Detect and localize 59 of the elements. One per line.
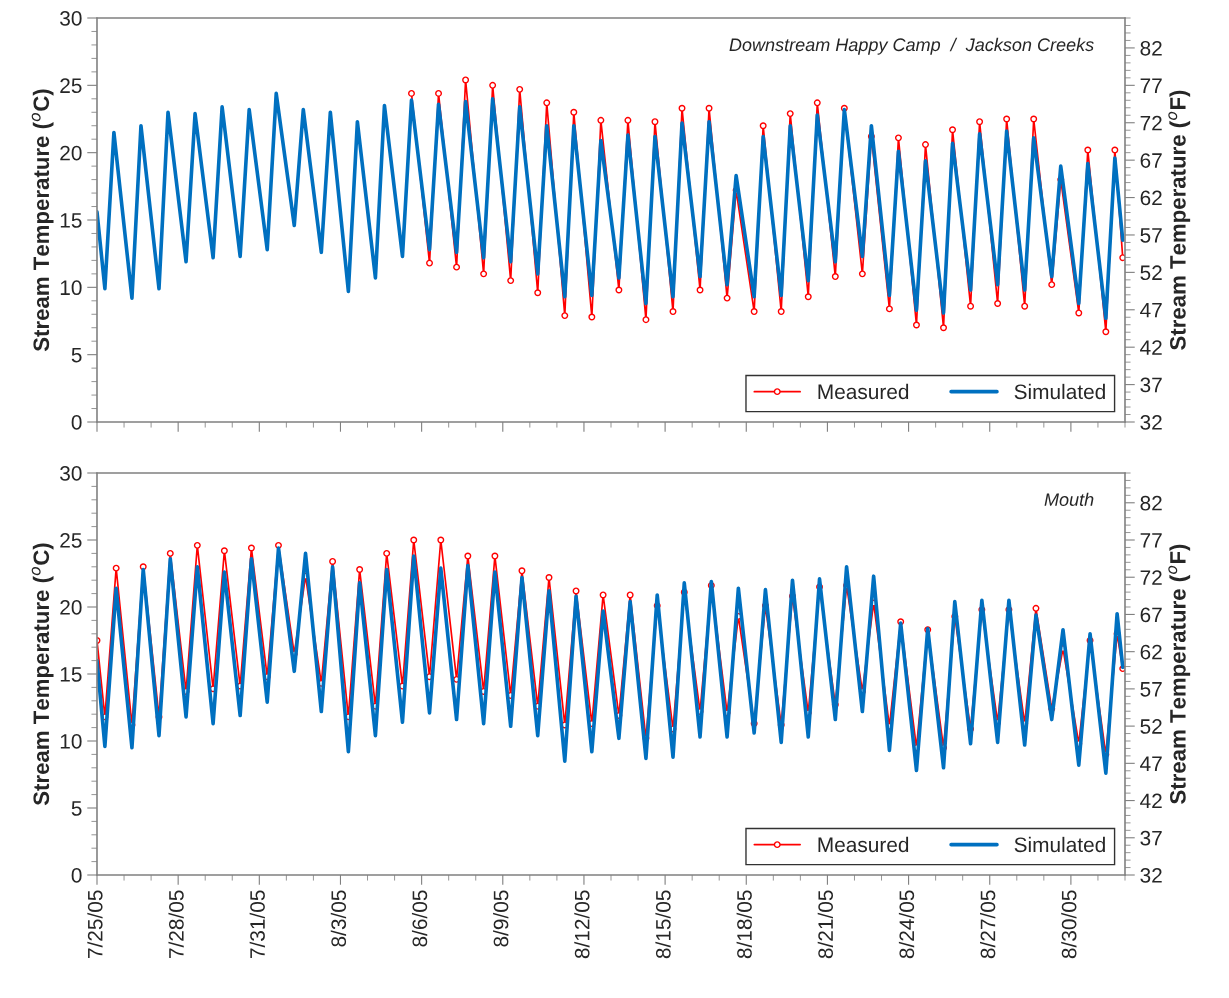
x-tick-label: 8/15/05	[655, 890, 671, 959]
y2-tick-label: 32	[1140, 868, 1162, 883]
x-tick-label: 8/18/05	[736, 890, 752, 959]
x-tick-label: 8/6/05	[411, 890, 428, 947]
y2-tick-label: 47	[1140, 756, 1162, 771]
legend-label: Simulated	[1014, 383, 1105, 400]
y2-tick-label: 77	[1140, 533, 1162, 548]
y2-tick-label: 37	[1140, 377, 1162, 393]
y2-tick-label: 52	[1140, 719, 1162, 734]
y2-tick-label: 62	[1140, 190, 1162, 206]
y-tick-label: 25	[60, 533, 82, 548]
y-tick-label: 15	[60, 213, 82, 228]
y-axis-title: Stream Temperature ($^{o}$C)	[31, 543, 54, 806]
x-tick-label: 7/28/05	[168, 890, 184, 959]
y-tick-label: 5	[71, 347, 82, 363]
x-tick-label: 8/3/05	[330, 890, 347, 947]
y2-tick-label: 62	[1140, 644, 1162, 660]
y-tick-label: 0	[71, 868, 82, 883]
y2-tick-label: 47	[1140, 302, 1162, 318]
annotation: Mouth	[1044, 492, 1094, 506]
y2-axis-title: Stream Temperature ($^{o}$F)	[1168, 544, 1191, 804]
y2-tick-label: 67	[1140, 153, 1162, 168]
y2-tick-label: 57	[1140, 682, 1162, 697]
y-tick-label: 20	[60, 145, 82, 161]
y2-tick-label: 82	[1140, 495, 1162, 511]
y2-tick-label: 57	[1140, 228, 1162, 243]
y-tick-label: 10	[60, 280, 82, 296]
y2-tick-label: 72	[1140, 570, 1162, 585]
y-tick-label: 0	[71, 415, 82, 430]
x-tick-label: 8/30/05	[1061, 890, 1077, 959]
y2-tick-label: 82	[1140, 40, 1162, 56]
legend-label: Measured	[818, 383, 909, 400]
y-tick-label: 15	[60, 667, 82, 682]
y-tick-label: 10	[60, 734, 82, 749]
x-tick-label: 8/21/05	[817, 890, 834, 959]
y-tick-label: 30	[60, 11, 82, 26]
x-tick-label: 7/25/05	[87, 890, 103, 959]
x-tick-label: 8/27/05	[980, 890, 996, 959]
x-tick-label: 8/24/05	[898, 890, 915, 959]
y2-tick-label: 52	[1140, 265, 1162, 281]
y2-tick-label: 72	[1140, 115, 1162, 131]
x-tick-label: 8/9/05	[493, 890, 509, 947]
y-tick-label: 25	[60, 78, 82, 94]
y2-tick-label: 67	[1140, 607, 1162, 623]
x-tick-label: 8/12/05	[574, 890, 590, 959]
y2-axis-title: Stream Temperature ($^{o}$F)	[1168, 90, 1191, 350]
y-tick-label: 20	[60, 600, 82, 615]
y2-tick-label: 77	[1140, 78, 1162, 93]
x-tick-label: 7/31/05	[249, 890, 265, 959]
y2-tick-label: 42	[1140, 340, 1162, 355]
y2-tick-label: 42	[1140, 793, 1162, 809]
y-axis-title: Stream Temperature ($^{o}$C)	[31, 89, 54, 352]
annotation: Downstream Happy Camp / Jackson Creeks	[729, 37, 1094, 55]
y2-tick-label: 32	[1140, 415, 1162, 430]
legend-label: Measured	[818, 836, 909, 853]
y2-tick-label: 37	[1140, 830, 1162, 846]
y-tick-label: 30	[60, 466, 82, 481]
legend-label: Simulated	[1014, 836, 1105, 853]
y-tick-label: 5	[71, 801, 82, 816]
